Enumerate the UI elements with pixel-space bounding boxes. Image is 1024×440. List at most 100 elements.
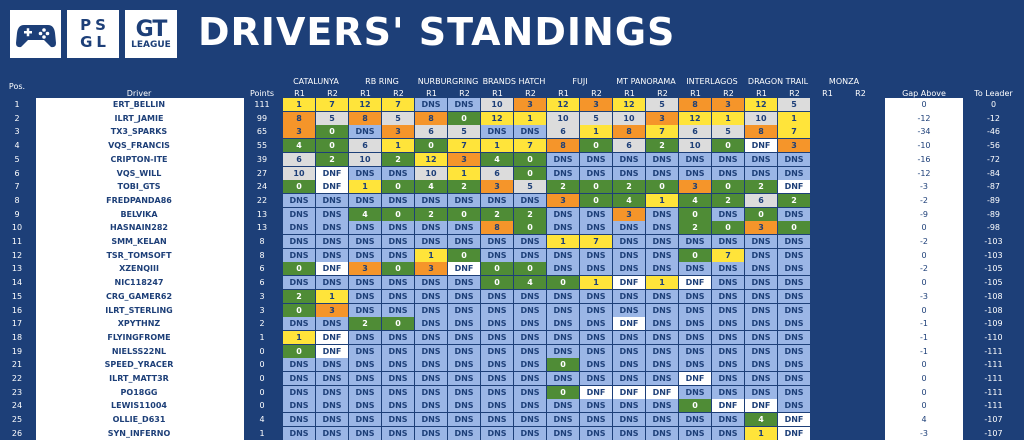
points-cell: 2 [259,319,265,329]
result-cell: DNS [580,166,612,180]
points-cell: 111 [254,100,270,109]
result-cell: DNS [580,207,612,221]
race-header: R1 [690,89,701,98]
result-cell: DNS [514,289,546,303]
result-cell: 3 [580,98,612,111]
result-cell: DNS [415,193,447,207]
result-cell: 2 [481,207,513,221]
gap-above-cell: -3 [920,291,928,301]
result-cell: DNS [613,372,645,385]
to-leader-cell: -103 [984,250,1003,260]
pos-cell: 6 [14,168,20,178]
result-cell: DNS [283,372,315,385]
result-cell: DNS [613,358,645,372]
result-cell: DNS [646,303,678,317]
result-cell: DNS [580,426,612,440]
result-cell: DNS [712,426,744,440]
result-cell: DNS [646,317,678,331]
result-cell: DNS [778,399,810,413]
result-cell: 1 [415,248,447,262]
result-cell: DNS [481,344,513,358]
result-cell: DNS [316,372,348,385]
result-cell: DNS [580,330,612,344]
result-cell: 2 [679,221,711,235]
result-cell: 4 [349,207,381,221]
to-leader-cell: -111 [984,360,1003,370]
race-header: R2 [591,89,602,98]
result-cell: 0 [679,399,711,413]
result-cell: DNF [646,385,678,399]
driver-name: TX3_SPARKS [110,127,168,137]
gap-above-cell: 0 [921,278,927,288]
result-cell: DNS [547,248,579,262]
result-cell: DNS [349,358,381,372]
result-cell: 0 [448,111,480,125]
result-cell: DNS [547,262,579,276]
gap-above-cell: 0 [921,401,927,411]
result-cell: DNS [778,358,810,372]
result-cell: 10 [679,139,711,153]
result-cell: DNS [745,235,777,248]
result-cell: DNS [679,303,711,317]
result-cell: DNS [514,344,546,358]
result-cell: DNS [481,303,513,317]
result-cell: DNS [382,221,414,235]
result-cell: DNS [382,426,414,440]
result-cell: DNS [646,166,678,180]
result-cell: DNS [613,426,645,440]
table-row: 12 TSR_TOMSOFT 8 DNS DNS DNS DNS 1 0 DNS DNS DNS DNS… [0,248,1024,262]
driver-name: TSR_TOMSOFT [106,250,172,260]
result-cell: 2 [349,317,381,331]
result-cell: DNS [745,385,777,399]
result-cell: DNF [316,166,348,180]
result-cell: 4 [283,139,315,153]
result-cell: DNS [778,303,810,317]
driver-name: LEWIS11004 [111,401,167,411]
result-cell: DNS [547,289,579,303]
result-cell: DNS [778,152,810,166]
result-cell: 2 [646,139,678,153]
result-cell: DNS [712,276,744,290]
driver-name: CRG_GAMER62 [105,291,173,301]
result-cell: 12 [547,98,579,111]
race-header: R1 [822,89,833,98]
result-cell: 0 [481,262,513,276]
result-cell: DNS [415,276,447,290]
page-title: DRIVERS' STANDINGS [198,10,676,54]
result-cell: 1 [646,193,678,207]
result-cell: 0 [745,207,777,221]
result-cell: 8 [613,125,645,139]
table-row: 25 OLLIE_D631 4 DNS DNS DNS DNS DNS DNS DNS DNS DNS… [0,413,1024,427]
result-cell: 10 [415,166,447,180]
result-cell: 8 [547,139,579,153]
result-cell: DNS [283,248,315,262]
result-cell: DNS [778,262,810,276]
result-cell: DNS [547,413,579,427]
result-cell: DNS [646,248,678,262]
result-cell: DNS [514,426,546,440]
result-cell: DNS [745,317,777,331]
result-cell: DNS [448,221,480,235]
result-cell: 6 [745,193,777,207]
result-cell: 0 [283,180,315,194]
table-row: 11 SMM_KELAN 8 DNS DNS DNS DNS DNS DNS DNS DNS 1 7 DN… [0,235,1024,248]
logo-league-text: LEAGUE [131,39,171,50]
result-cell: DNS [415,413,447,427]
driver-name: VQS_WILL [116,168,162,178]
to-leader-cell: 0 [990,100,997,109]
result-cell: 5 [646,98,678,111]
result-cell: DNS [415,344,447,358]
result-cell: 1 [283,98,315,111]
table-row: 1 ERT_BELLIN 111 1 7 12 7 DNS DNS 10 3 12 3 12 5 8 3 12 5 0… [0,98,1024,111]
race-header: R1 [294,89,305,98]
points-cell: 6 [259,278,265,288]
to-leader-cell: -107 [984,428,1003,438]
result-cell: 7 [514,139,546,153]
result-cell: DNF [448,262,480,276]
result-cell: 5 [316,111,348,125]
result-cell: 0 [547,358,579,372]
result-cell: 3 [778,139,810,153]
result-cell: DNS [349,125,381,139]
result-cell: DNS [679,317,711,331]
track-header: DRAGON TRAIL [747,77,809,86]
